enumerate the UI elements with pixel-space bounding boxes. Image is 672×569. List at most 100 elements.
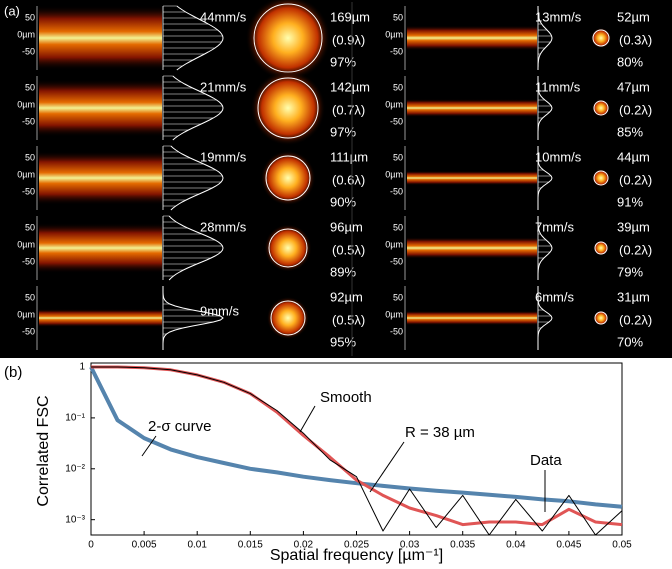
annotation-leader [299,405,316,433]
spot-circle [257,77,319,139]
annotation-leader [369,441,405,493]
size-label: 52µm [617,9,650,24]
spot [264,224,312,272]
percent-label: 97% [330,124,356,139]
y-axis-label: Correlated FSC [35,395,52,506]
lambda-label: (0.2λ) [619,242,652,257]
spot-circle [594,241,608,255]
annotation-leader [141,435,157,457]
x-tick-label: 0.02 [294,540,314,551]
percent-label: 90% [330,194,356,209]
cell: 50 0µm -50 13mm/s 52µm (0.3λ) 80% [385,5,652,70]
y-axis-label: 50 [393,82,403,92]
y-axis-label: 50 [393,152,403,162]
y-tick-label: 1 [79,362,85,373]
x-tick-label: 0.035 [450,540,475,551]
y-tick-label: 10⁻² [65,463,85,474]
panel-b-plot: 0 0.005 0.01 0.015 0.02 0.025 0.03 0.035 0.04 0.0… [35,362,632,565]
size-label: 96µm [330,219,363,234]
size-label: 44µm [617,149,650,164]
percent-label: 97% [330,54,356,69]
y-axis-label: -50 [390,326,403,336]
speed-label: 10mm/s [535,149,582,164]
percent-label: 95% [330,334,356,349]
lambda-label: (0.2λ) [619,102,652,117]
profile-curve [162,286,224,350]
size-label: 47µm [617,79,650,94]
annotation: R = 38 µm [405,424,475,441]
heatmap-band [39,79,162,137]
panel-label: (a) [4,3,20,18]
spot-circle [270,300,306,336]
heatmap-band [407,310,537,326]
x-tick-label: 0.04 [506,540,526,551]
cell: 50 0µm -50 9mm/s 92µm (0.5λ) 95% [17,285,365,350]
percent-label: 85% [617,124,643,139]
speed-label: 28mm/s [200,219,247,234]
lambda-label: (0.2λ) [619,172,652,187]
y-axis-label: 50 [25,152,35,162]
y-axis-label: 50 [393,222,403,232]
cell: 50 0µm -50 28mm/s 96µm (0.5λ) 89% [17,215,365,281]
lambda-label: (0.7λ) [332,102,365,117]
speed-label: 21mm/s [200,79,247,94]
size-label: 39µm [617,219,650,234]
y-axis-label: -50 [390,256,403,266]
size-label: 31µm [617,289,650,304]
lambda-label: (0.2λ) [619,312,652,327]
y-axis-label: -50 [22,256,35,266]
cell: 50 0µm -50 19mm/s 111µm (0.6λ) 90% [17,145,368,211]
y-axis-label: -50 [390,116,403,126]
profile-curve [537,146,553,210]
y-axis-label: 0µm [385,239,403,249]
y-axis-label: 0µm [17,239,35,249]
x-axis-label: Spatial frequency [µm⁻¹] [270,547,443,564]
y-axis-label: -50 [22,326,35,336]
spot-circle [265,155,311,201]
spot-circle [268,228,308,268]
percent-label: 89% [330,264,356,279]
profile-curve [537,76,553,140]
y-tick-label: 10⁻¹ [65,413,85,424]
y-axis-label: 0µm [385,309,403,319]
y-axis-label: 0µm [17,99,35,109]
spot-circle [593,100,609,116]
series-line [91,366,623,536]
size-label: 111µm [330,149,368,164]
size-label: 142µm [330,79,370,94]
spot [592,169,610,187]
spot [593,310,609,326]
y-axis-label: 50 [393,12,403,22]
percent-label: 70% [617,334,643,349]
series-line [89,366,623,509]
speed-label: 7mm/s [535,219,575,234]
spot [245,0,331,81]
y-axis-label: 50 [393,292,403,302]
profile-curve [168,215,224,281]
y-axis-label: -50 [22,46,35,56]
x-tick-label: 0.025 [344,540,369,551]
x-tick-label: 0.015 [238,540,263,551]
spot [250,70,326,146]
panel-label: (b) [4,364,22,381]
y-axis-label: 0µm [17,309,35,319]
y-axis-label: 50 [25,222,35,232]
y-axis-label: 0µm [385,99,403,109]
y-axis-label: 0µm [17,29,35,39]
lambda-label: (0.5λ) [332,242,365,257]
y-axis-label: 0µm [385,169,403,179]
heatmap-band [39,151,162,205]
spot [592,99,610,117]
x-tick-label: 0 [88,540,94,551]
heatmap-band [407,99,537,117]
heatmap-band [407,170,537,186]
size-label: 92µm [330,289,363,304]
spot [260,150,316,206]
annotation: Smooth [320,389,372,406]
speed-label: 44mm/s [200,9,247,24]
y-axis-label: -50 [390,46,403,56]
spot [266,296,310,340]
x-tick-label: 0.045 [556,540,581,551]
